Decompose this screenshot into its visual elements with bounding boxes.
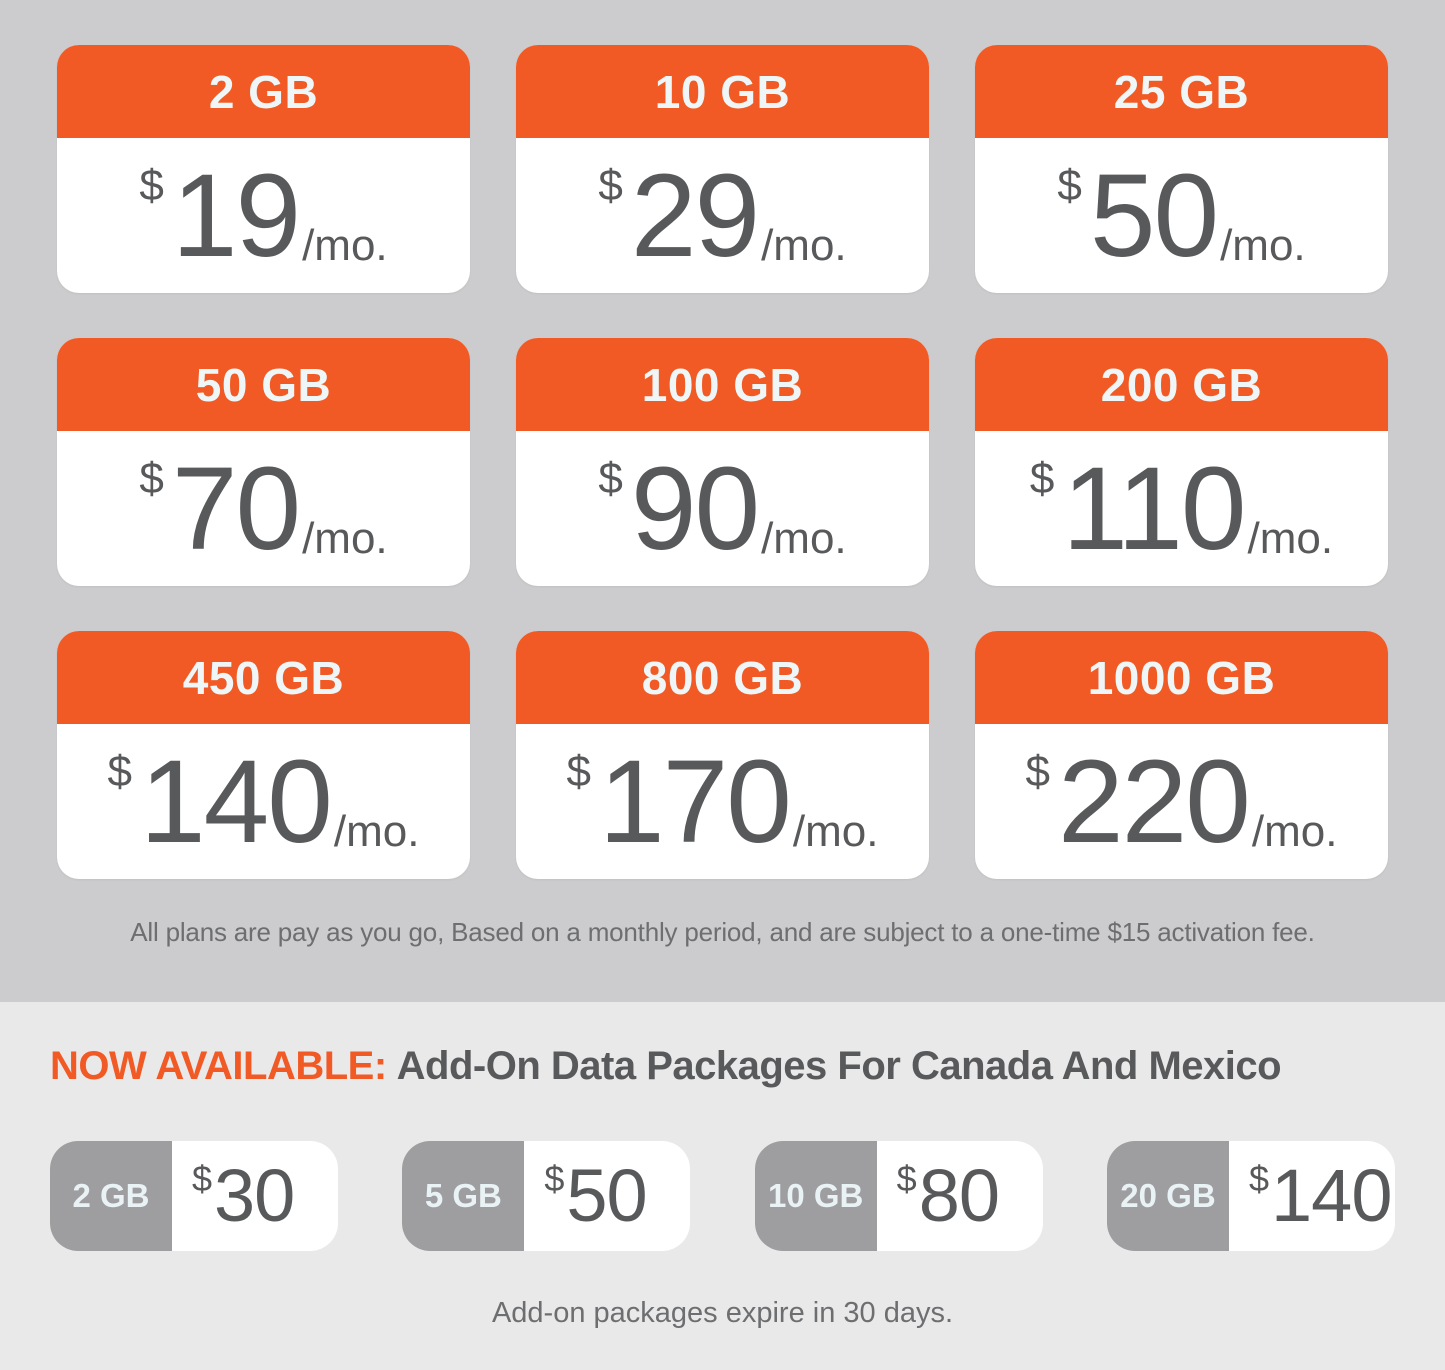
plan-data-amount: 25 GB [975,45,1388,138]
addon-card-20gb[interactable]: 20 GB $ 140 [1106,1141,1395,1251]
plan-data-amount: 200 GB [975,338,1388,431]
addon-price-amount: 30 [214,1154,295,1237]
addon-card-2gb[interactable]: 2 GB $ 30 [50,1141,338,1251]
plan-data-amount: 50 GB [57,338,470,431]
price-period: /mo. [302,220,388,270]
dollar-sign: $ [1057,160,1082,210]
addon-price-amount: 80 [918,1154,1000,1237]
price-period: /mo. [1220,220,1306,270]
plan-card-450gb[interactable]: 450 GB $ 140 /mo. [57,631,470,879]
price-amount: 110 [1062,442,1246,575]
addons-section: NOW AVAILABLE: Add-On Data Packages For C… [0,1002,1445,1370]
price-period: /mo. [761,220,847,270]
price-period: /mo. [333,806,420,856]
dollar-sign: $ [598,160,623,210]
addon-price-amount: 50 [566,1154,647,1237]
plan-price: $ 170 /mo. [516,724,929,879]
plan-price: $ 140 /mo. [57,724,470,879]
dollar-sign: $ [1025,746,1050,796]
plan-card-50gb[interactable]: 50 GB $ 70 /mo. [57,338,470,586]
dollar-sign: $ [1029,453,1055,503]
price-amount: 29 [630,149,760,282]
addon-price: $ 30 [172,1141,338,1251]
dollar-sign: $ [107,746,132,796]
price-amount: 50 [1089,149,1219,282]
addon-price: $ 140 [1229,1141,1395,1251]
price-period: /mo. [302,513,388,563]
plan-card-1000gb[interactable]: 1000 GB $ 220 /mo. [975,631,1388,879]
dollar-sign: $ [544,1158,565,1199]
dollar-sign: $ [598,453,623,503]
price-period: /mo. [792,806,879,856]
addon-price-amount: 140 [1271,1154,1392,1237]
addons-heading: NOW AVAILABLE: Add-On Data Packages For C… [50,1044,1395,1089]
price-period: /mo. [1247,513,1334,563]
plan-price: $ 19 /mo. [57,138,470,293]
price-amount: 90 [630,442,760,575]
plan-card-800gb[interactable]: 800 GB $ 170 /mo. [516,631,929,879]
price-amount: 19 [171,149,301,282]
addon-data-amount: 10 GB [754,1141,877,1251]
addon-card-5gb[interactable]: 5 GB $ 50 [402,1141,691,1251]
addons-row: 2 GB $ 30 5 GB $ 50 10 GB $ 80 [50,1141,1395,1251]
plan-data-amount: 800 GB [516,631,929,724]
price-period: /mo. [761,513,847,563]
plan-card-10gb[interactable]: 10 GB $ 29 /mo. [516,45,929,293]
dollar-sign: $ [1248,1158,1270,1199]
addons-expiry-note: Add-on packages expire in 30 days. [491,1297,954,1329]
plans-section: 2 GB $ 19 /mo. 10 GB $ 29 /mo. 25 GB $ [0,0,1445,1002]
plan-price: $ 110 /mo. [975,431,1388,586]
dollar-sign: $ [896,1158,917,1199]
plan-data-amount: 450 GB [57,631,470,724]
price-amount: 170 [599,735,792,868]
plan-data-amount: 10 GB [516,45,929,138]
plan-card-2gb[interactable]: 2 GB $ 19 /mo. [57,45,470,293]
plan-price: $ 29 /mo. [516,138,929,293]
price-amount: 70 [171,442,301,575]
dollar-sign: $ [139,160,164,210]
addon-price: $ 80 [877,1141,1043,1251]
addon-data-amount: 5 GB [402,1141,525,1251]
plan-data-amount: 100 GB [516,338,929,431]
plans-grid: 2 GB $ 19 /mo. 10 GB $ 29 /mo. 25 GB $ [57,45,1388,879]
price-amount: 140 [140,735,333,868]
addon-data-amount: 2 GB [50,1141,172,1251]
plan-price: $ 70 /mo. [57,431,470,586]
plan-data-amount: 2 GB [57,45,470,138]
price-period: /mo. [1251,806,1338,856]
dollar-sign: $ [566,746,591,796]
plans-disclaimer: All plans are pay as you go, Based on a … [130,917,1315,947]
plan-card-100gb[interactable]: 100 GB $ 90 /mo. [516,338,929,586]
plan-card-25gb[interactable]: 25 GB $ 50 /mo. [975,45,1388,293]
dollar-sign: $ [192,1158,213,1199]
addon-card-10gb[interactable]: 10 GB $ 80 [754,1141,1043,1251]
addon-data-amount: 20 GB [1106,1141,1229,1251]
price-amount: 220 [1058,735,1251,868]
dollar-sign: $ [139,453,164,503]
plan-price: $ 220 /mo. [975,724,1388,879]
addon-price: $ 50 [524,1141,690,1251]
addons-heading-text: Add-On Data Packages For Canada And Mexi… [396,1044,1282,1088]
plan-price: $ 90 /mo. [516,431,929,586]
plan-card-200gb[interactable]: 200 GB $ 110 /mo. [975,338,1388,586]
plan-price: $ 50 /mo. [975,138,1388,293]
plan-data-amount: 1000 GB [975,631,1388,724]
addons-heading-highlight: NOW AVAILABLE: [50,1044,387,1088]
